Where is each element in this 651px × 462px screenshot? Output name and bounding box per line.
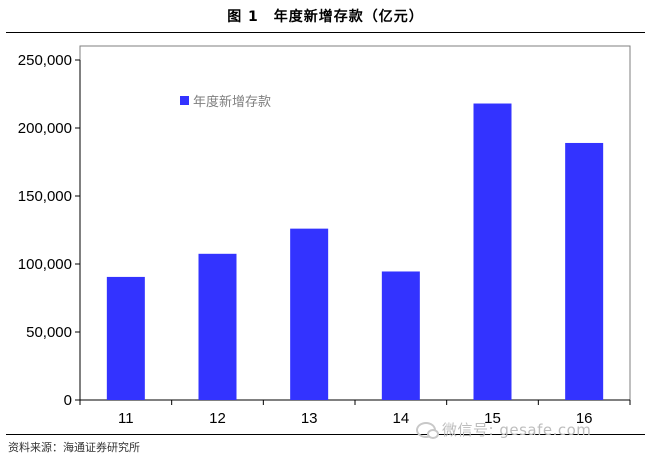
y-tick-label: 50,000 bbox=[26, 324, 72, 341]
bar-13 bbox=[290, 228, 329, 400]
bar-15 bbox=[473, 103, 512, 401]
x-tick-label: 14 bbox=[392, 410, 409, 427]
footer-rule bbox=[6, 434, 645, 435]
figure-title: 图 1 年度新增存款（亿元） bbox=[227, 9, 424, 25]
legend-swatch bbox=[180, 96, 189, 105]
y-tick-label: 150,000 bbox=[18, 188, 72, 205]
x-tick-label: 15 bbox=[484, 410, 501, 427]
y-tick-label: 0 bbox=[64, 392, 72, 409]
plot-area-border bbox=[79, 45, 631, 401]
watermark-text: 微信号: gesafe.com bbox=[442, 421, 592, 439]
bar-16 bbox=[565, 142, 604, 400]
bar-11 bbox=[106, 276, 145, 400]
y-tick-label: 250,000 bbox=[18, 52, 72, 69]
x-tick-label: 16 bbox=[576, 410, 593, 427]
bar-14 bbox=[381, 271, 420, 400]
bar-12 bbox=[198, 253, 237, 400]
x-tick-label: 13 bbox=[301, 410, 318, 427]
x-tick-label: 11 bbox=[118, 410, 134, 427]
wechat-logo-icon bbox=[416, 421, 439, 439]
y-tick-label: 200,000 bbox=[18, 120, 72, 137]
source-note: 资料来源：海通证券研究所 bbox=[8, 441, 140, 454]
watermark: 微信号: gesafe.com bbox=[416, 419, 591, 440]
x-tick-label: 12 bbox=[209, 410, 226, 427]
legend-label: 年度新增存款 bbox=[193, 94, 271, 110]
y-tick-label: 100,000 bbox=[18, 256, 72, 273]
title-rule bbox=[6, 32, 645, 33]
